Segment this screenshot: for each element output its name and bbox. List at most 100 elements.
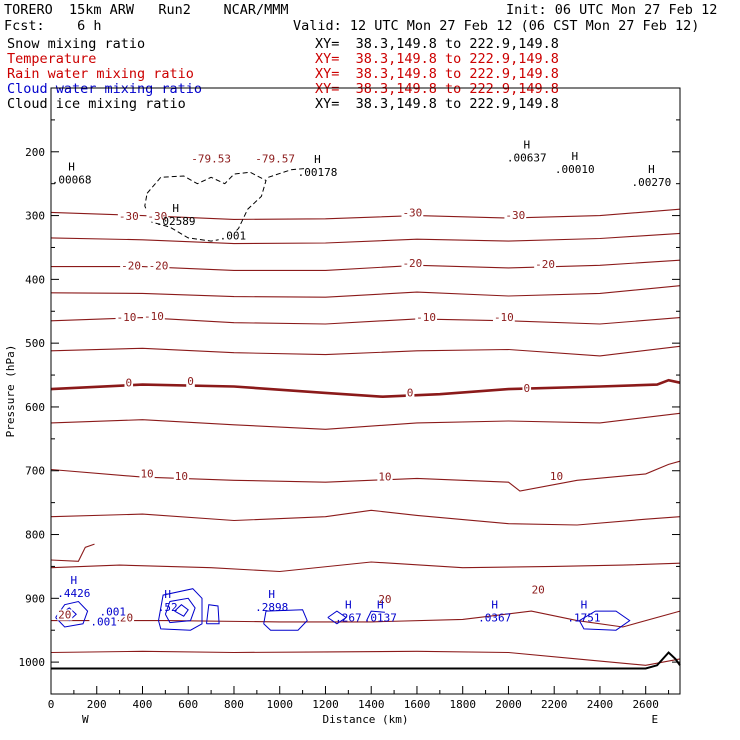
contour-label: -30 — [147, 210, 167, 223]
contour-label-bg — [120, 260, 142, 272]
contour-label: 20 — [58, 608, 71, 621]
y-tick-label: 600 — [25, 401, 45, 414]
init-time: Init: 06 UTC Mon 27 Feb 12 — [506, 2, 718, 18]
extremum-value: .0137 — [364, 612, 397, 625]
plot-frame — [50, 87, 681, 695]
legend-field-name: Temperature — [7, 51, 97, 67]
isotherm-line — [50, 543, 95, 562]
contour-label: -79.53 — [191, 152, 231, 165]
contour-label: -30 — [402, 207, 422, 220]
cloud-water-contour — [263, 609, 308, 631]
extremum-marker: H — [345, 599, 352, 612]
y-tick-label: 700 — [25, 465, 45, 478]
valid-time: Valid: 12 UTC Mon 27 Feb 12 (06 CST Mon … — [293, 18, 700, 34]
legend-field-xy: XY= 38.3,149.8 to 222.9,149.8 — [315, 36, 559, 52]
extremum-marker: H — [268, 588, 275, 601]
isotherm-line — [50, 509, 681, 526]
contour-label-bg — [146, 210, 169, 222]
contour-label-bg — [522, 383, 532, 394]
legend-field-xy: XY= 38.3,149.8 to 222.9,149.8 — [315, 81, 559, 97]
contour-label-bg — [143, 310, 165, 322]
extremum-marker: H — [71, 574, 78, 587]
contour-label: .001 — [100, 605, 127, 618]
cloud-water-contour — [578, 610, 631, 631]
extremum-value: .4426 — [57, 587, 90, 600]
y-tick-label: 200 — [25, 146, 45, 159]
extremum-marker: H — [314, 153, 321, 166]
extremum-marker: H — [172, 202, 179, 215]
x-tick-label: 200 — [87, 698, 107, 711]
cloud-water-contour — [206, 604, 220, 625]
legend-field-name: Rain water mixing ratio — [7, 66, 194, 82]
legend-field-name: Snow mixing ratio — [7, 36, 146, 52]
legend-field-name: Cloud water mixing ratio — [7, 81, 203, 97]
contour-label-bg — [89, 616, 118, 628]
isotherm-line — [50, 561, 681, 573]
contour-label: -20 — [535, 258, 555, 271]
contour-label: .001 — [90, 615, 117, 628]
contour-label: -30 — [119, 210, 139, 223]
legend-field-xy: XY= 38.3,149.8 to 222.9,149.8 — [315, 51, 559, 67]
contour-label-bg — [190, 153, 232, 165]
cloud-water-contour — [327, 610, 347, 625]
x-tick-label: 2600 — [632, 698, 659, 711]
x-end-label-east: E — [652, 713, 659, 726]
contour-label-bg — [117, 210, 140, 222]
contour-label: 10 — [140, 467, 153, 480]
x-end-label-west: W — [82, 713, 89, 726]
extremum-value: .267 — [335, 612, 362, 625]
cloud-water-contour — [366, 610, 385, 621]
y-tick-label: 1000 — [19, 656, 46, 669]
isotherm-line — [51, 259, 681, 271]
contour-label: -20 — [149, 260, 169, 273]
contour-label-bg — [534, 259, 556, 271]
extremum-marker: H — [68, 160, 75, 173]
legend-field-xy: XY= 38.3,149.8 to 222.9,149.8 — [315, 96, 559, 112]
contour-label-bg — [405, 387, 415, 399]
extremum-marker: H — [523, 139, 530, 152]
contour-label-bg — [492, 312, 515, 324]
isotherm-line — [50, 460, 681, 492]
contour-label: 0 — [125, 376, 132, 389]
x-tick-label: 1200 — [312, 698, 339, 711]
extremum-value: .2898 — [255, 601, 288, 614]
contour-label: -20 — [402, 257, 422, 270]
cloud-water-contour — [158, 588, 203, 631]
forecast-hour: Fcst: 6 h — [4, 18, 102, 34]
contour-label: -30 — [505, 209, 525, 222]
contour-label-bg — [173, 471, 189, 483]
y-tick-label: 900 — [25, 592, 45, 605]
contour-label: 20 — [532, 584, 545, 597]
contour-label-bg — [98, 606, 127, 618]
y-axis-title: Pressure (hPa) — [4, 345, 17, 438]
y-tick-label: 300 — [25, 210, 45, 223]
contour-label-bg — [401, 207, 424, 219]
contour-label-bg — [377, 594, 393, 606]
extremum-value: .00010 — [555, 163, 595, 176]
isotherm-line — [50, 285, 681, 298]
x-axis-title: Distance (km) — [322, 713, 408, 726]
cloud-water-contour — [164, 597, 196, 624]
isotherm-line — [50, 650, 681, 666]
contour-label: -79.57 — [255, 152, 295, 165]
extremum-marker: H — [377, 599, 384, 612]
contour-label-bg — [254, 153, 296, 165]
extremum-value: .00068 — [52, 173, 92, 186]
isotherm-line — [50, 345, 681, 357]
extremum-value: .52 — [158, 601, 178, 614]
contour-label: -10 — [144, 310, 164, 323]
contour-label: 10 — [550, 470, 563, 483]
contour-label: 10 — [175, 470, 188, 483]
y-tick-label: 500 — [25, 337, 45, 350]
extremum-value: .0367 — [478, 612, 511, 625]
contour-label-bg — [530, 584, 546, 596]
x-tick-label: 0 — [48, 698, 55, 711]
x-tick-label: 1600 — [404, 698, 431, 711]
x-tick-label: 400 — [133, 698, 153, 711]
contour-label-bg — [377, 471, 393, 483]
x-tick-label: 1000 — [266, 698, 293, 711]
x-tick-label: 1400 — [358, 698, 385, 711]
x-tick-label: 2000 — [495, 698, 522, 711]
extremum-value: .00178 — [298, 166, 338, 179]
